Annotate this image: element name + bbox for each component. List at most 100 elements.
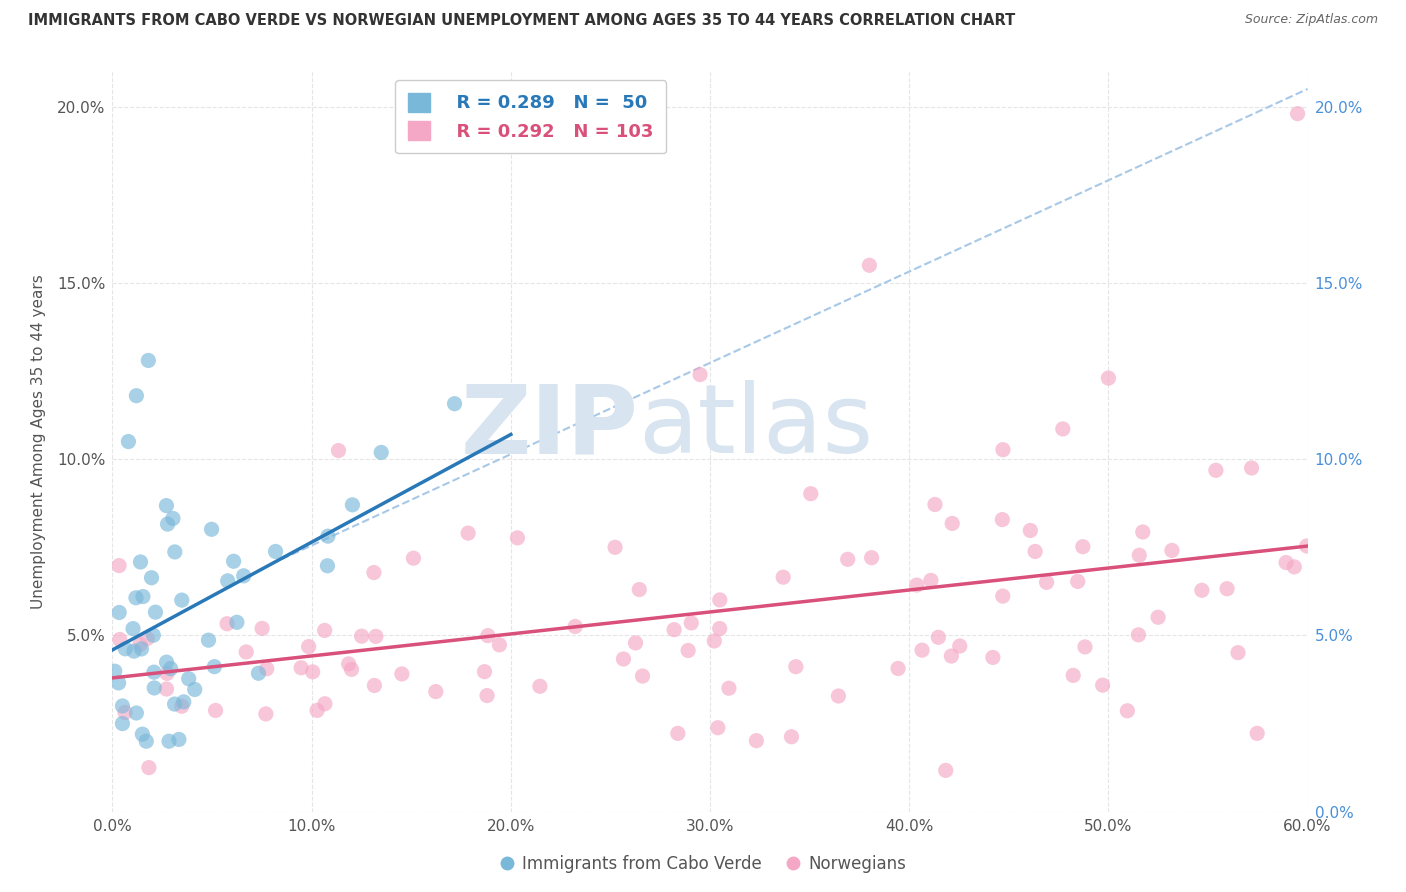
Point	[363, 566, 385, 580]
Point	[141, 571, 163, 585]
Point	[111, 698, 134, 713]
Point	[1246, 726, 1268, 740]
Point	[474, 665, 496, 679]
Point	[184, 682, 207, 697]
Point	[250, 621, 273, 635]
Point	[125, 389, 148, 403]
Point	[1067, 574, 1090, 589]
Point	[800, 486, 823, 500]
Point	[111, 716, 134, 731]
Point	[197, 633, 219, 648]
Point	[337, 657, 360, 671]
Point	[860, 550, 883, 565]
Point	[1062, 668, 1084, 682]
Point	[785, 659, 807, 673]
Point	[136, 632, 159, 646]
Point	[991, 513, 1014, 527]
Point	[142, 628, 165, 642]
Point	[603, 541, 626, 555]
Point	[717, 681, 740, 696]
Point	[1128, 628, 1150, 642]
Point	[662, 623, 685, 637]
Point	[314, 624, 336, 638]
Point	[402, 551, 425, 566]
Point	[159, 662, 181, 676]
Point	[564, 619, 586, 633]
Point	[138, 761, 160, 775]
Point	[745, 733, 768, 747]
Point	[132, 590, 155, 604]
Point	[1286, 106, 1309, 120]
Point	[920, 574, 942, 588]
Text: Source: ZipAtlas.com: Source: ZipAtlas.com	[1244, 13, 1378, 27]
Point	[131, 727, 153, 741]
Point	[949, 639, 972, 653]
Point	[689, 368, 711, 382]
Point	[122, 622, 145, 636]
Point	[631, 669, 654, 683]
Point	[122, 644, 145, 658]
Point	[457, 526, 479, 541]
Point	[1240, 461, 1263, 475]
Point	[145, 605, 167, 619]
Point	[1019, 524, 1042, 538]
Point	[624, 636, 647, 650]
Point	[772, 570, 794, 584]
Point	[927, 630, 949, 644]
Point	[202, 659, 225, 673]
Point	[1227, 646, 1250, 660]
Point	[780, 730, 803, 744]
Point	[1097, 371, 1119, 385]
Point	[129, 637, 152, 651]
Point	[703, 634, 725, 648]
Point	[1295, 539, 1317, 553]
Point	[681, 615, 703, 630]
Point	[316, 529, 339, 543]
Point	[177, 672, 200, 686]
Point	[477, 629, 499, 643]
Point	[391, 667, 413, 681]
Point	[107, 676, 129, 690]
Point	[981, 650, 1004, 665]
Point	[905, 578, 928, 592]
Point	[156, 666, 179, 681]
Point	[129, 555, 152, 569]
Point	[142, 665, 165, 680]
Y-axis label: Unemployment Among Ages 35 to 44 years: Unemployment Among Ages 35 to 44 years	[31, 274, 46, 609]
Point	[488, 638, 510, 652]
Point	[163, 545, 186, 559]
Legend: Immigrants from Cabo Verde, Norwegians: Immigrants from Cabo Verde, Norwegians	[494, 848, 912, 880]
Point	[935, 764, 957, 778]
Point	[991, 589, 1014, 603]
Point	[163, 697, 186, 711]
Point	[1132, 524, 1154, 539]
Point	[316, 558, 339, 573]
Point	[911, 643, 934, 657]
Point	[117, 434, 139, 449]
Point	[887, 661, 910, 675]
Point	[1024, 544, 1046, 558]
Point	[156, 517, 179, 532]
Point	[1191, 583, 1213, 598]
Legend:   R = 0.289   N =  50,   R = 0.292   N = 103: R = 0.289 N = 50, R = 0.292 N = 103	[395, 80, 666, 153]
Point	[364, 629, 387, 643]
Point	[305, 703, 328, 717]
Point	[941, 516, 963, 531]
Point	[114, 641, 136, 656]
Point	[157, 734, 180, 748]
Point	[612, 652, 634, 666]
Point	[350, 629, 373, 643]
Point	[837, 552, 859, 566]
Point	[827, 689, 849, 703]
Point	[170, 699, 193, 714]
Point	[443, 397, 465, 411]
Point	[709, 622, 731, 636]
Point	[162, 511, 184, 525]
Point	[290, 661, 312, 675]
Point	[170, 593, 193, 607]
Point	[155, 499, 177, 513]
Point	[1216, 582, 1239, 596]
Point	[225, 615, 247, 630]
Point	[506, 531, 529, 545]
Point	[1205, 463, 1227, 477]
